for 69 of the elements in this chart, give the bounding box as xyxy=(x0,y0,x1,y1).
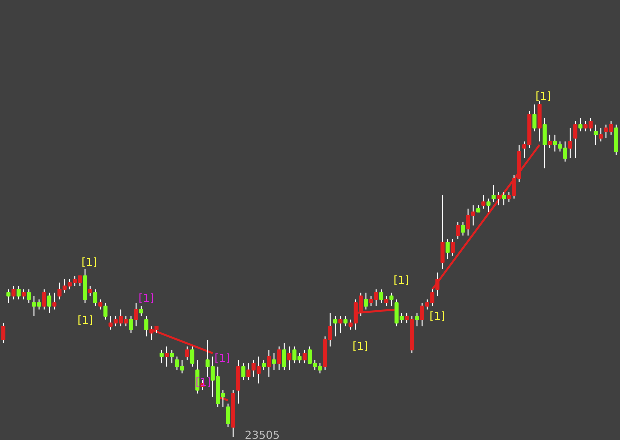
candlestick xyxy=(532,104,537,132)
candlestick xyxy=(242,363,246,381)
candlestick xyxy=(134,302,138,328)
candlestick xyxy=(440,194,445,270)
candlestick xyxy=(568,128,572,159)
candlestick xyxy=(139,306,144,317)
candlestick xyxy=(456,222,460,240)
candlestick xyxy=(277,346,282,371)
candlestick xyxy=(164,346,170,368)
annotation: [1] xyxy=(78,314,94,327)
candlestick xyxy=(160,350,164,364)
candlestick xyxy=(496,192,501,206)
candlestick xyxy=(88,286,92,297)
candlestick xyxy=(461,222,466,236)
candlestick xyxy=(6,289,11,304)
candlestick xyxy=(578,118,583,132)
candlestick xyxy=(226,403,230,428)
candlestick xyxy=(12,286,16,300)
annotation: [1] xyxy=(82,256,98,269)
candlestick xyxy=(384,296,389,307)
candlestick xyxy=(104,302,108,320)
candlestick xyxy=(272,352,276,371)
candlestick xyxy=(574,121,578,159)
candlestick xyxy=(52,292,57,310)
candlestick xyxy=(93,289,98,307)
candlestick xyxy=(22,289,26,300)
candlestick xyxy=(338,316,343,334)
candlestick xyxy=(16,286,21,300)
candlestick xyxy=(344,316,348,328)
candlestick xyxy=(390,292,394,307)
candlestick xyxy=(333,316,338,338)
candlestick xyxy=(415,312,420,328)
candlestick xyxy=(27,289,32,304)
candlestick xyxy=(446,238,450,260)
candlestick xyxy=(144,316,149,338)
candlestick xyxy=(302,350,307,364)
candlestick xyxy=(42,289,46,310)
candlestick xyxy=(288,346,292,371)
candlestick xyxy=(47,292,52,314)
candlestick xyxy=(83,268,88,304)
candlestick xyxy=(262,360,266,371)
candlestick xyxy=(502,192,506,206)
candlestick xyxy=(267,350,272,378)
candlestick xyxy=(170,350,174,364)
candlestick xyxy=(379,289,384,304)
annotation: [1] xyxy=(394,274,410,287)
candlestick xyxy=(548,134,552,149)
candlestick xyxy=(190,346,195,368)
candlestick xyxy=(486,198,491,213)
candlestick xyxy=(492,184,496,203)
candlestick xyxy=(98,299,103,310)
annotation: [1] xyxy=(214,352,230,365)
annotation: [1] xyxy=(430,310,446,323)
candlestick xyxy=(599,128,604,142)
candlestick xyxy=(236,360,241,404)
annotation: 23505 xyxy=(245,429,280,440)
annotation: [1] xyxy=(536,90,552,103)
annotation: [1] xyxy=(352,340,368,353)
candlestick xyxy=(614,124,618,156)
candlestick xyxy=(538,100,542,142)
candlestick xyxy=(594,124,598,146)
candlestick xyxy=(2,322,6,344)
candlestick xyxy=(129,316,134,334)
annotation: [1] xyxy=(138,292,154,305)
candlestick xyxy=(542,118,547,170)
candlestick xyxy=(282,342,286,371)
candlestick xyxy=(364,292,368,310)
candlestick xyxy=(482,194,486,210)
candlestick xyxy=(450,238,456,256)
